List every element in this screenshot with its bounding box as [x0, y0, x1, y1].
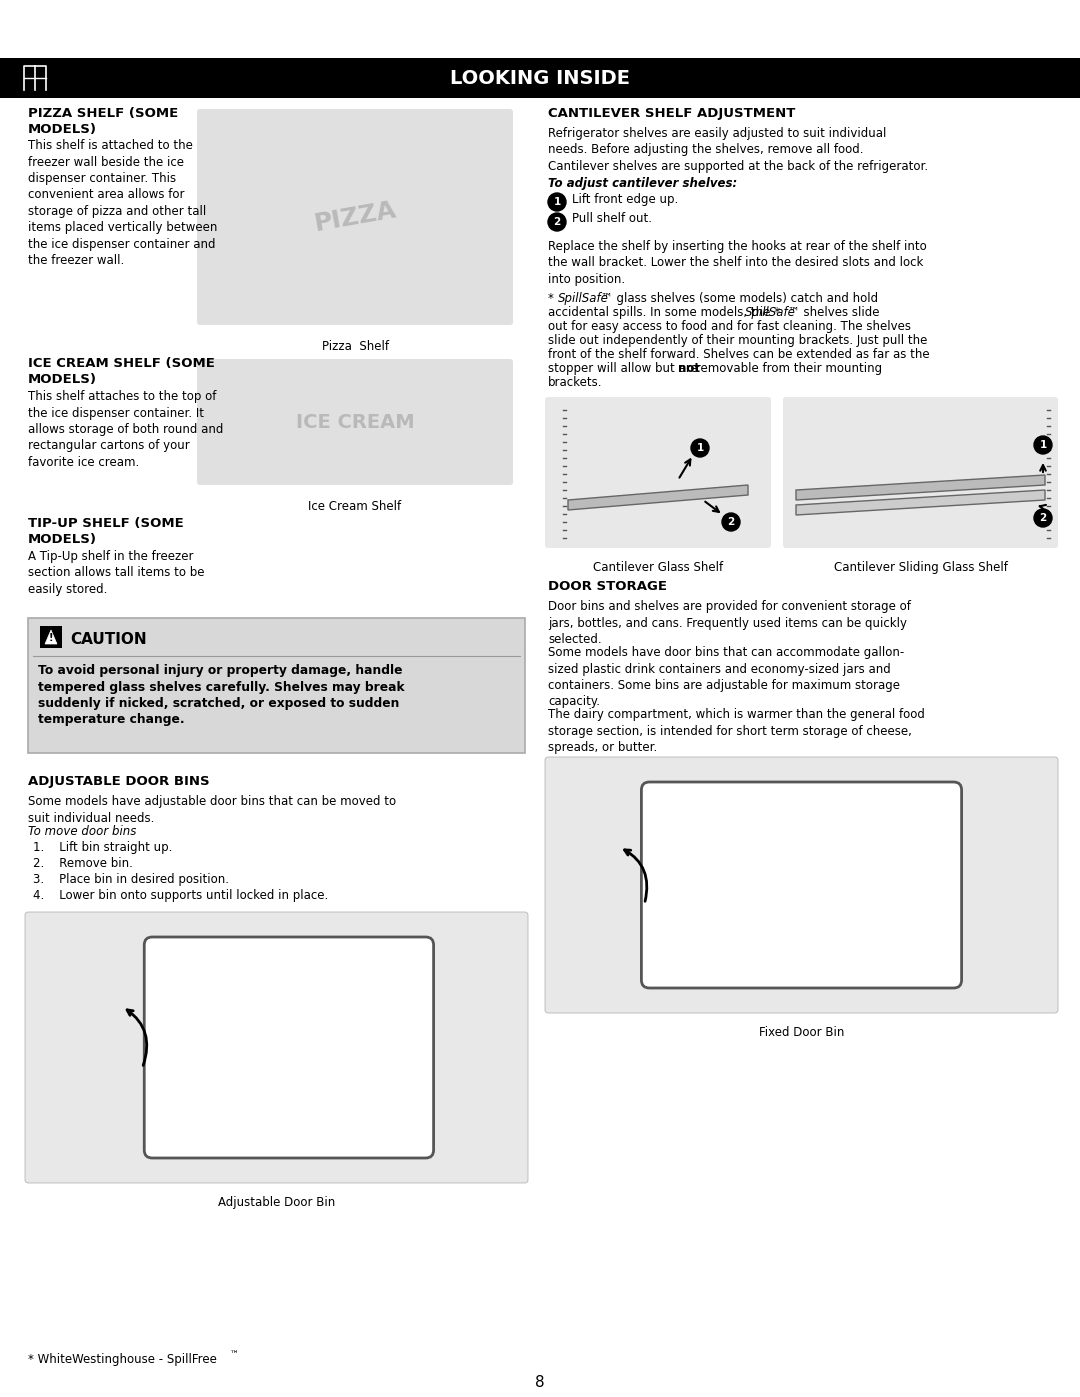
Text: !: !: [49, 633, 53, 643]
FancyBboxPatch shape: [197, 109, 513, 326]
Text: This shelf is attached to the
freezer wall beside the ice
dispenser container. T: This shelf is attached to the freezer wa…: [28, 138, 217, 267]
Text: slide out independently of their mounting brackets. Just pull the: slide out independently of their mountin…: [548, 334, 928, 346]
Text: Some models have adjustable door bins that can be moved to
suit individual needs: Some models have adjustable door bins th…: [28, 795, 396, 824]
Text: not: not: [677, 362, 700, 374]
Text: ™ shelves slide: ™ shelves slide: [788, 306, 879, 319]
Text: Lift front edge up.: Lift front edge up.: [572, 193, 678, 205]
Text: The dairy compartment, which is warmer than the general food
storage section, is: The dairy compartment, which is warmer t…: [548, 708, 924, 754]
Text: CAUTION: CAUTION: [70, 633, 147, 647]
Text: stopper will allow but are: stopper will allow but are: [548, 362, 702, 374]
Text: Pizza  Shelf: Pizza Shelf: [322, 339, 389, 353]
Circle shape: [548, 212, 566, 231]
FancyBboxPatch shape: [25, 912, 528, 1183]
Text: PIZZA SHELF (SOME
MODELS): PIZZA SHELF (SOME MODELS): [28, 108, 178, 136]
Text: Door bins and shelves are provided for convenient storage of
jars, bottles, and : Door bins and shelves are provided for c…: [548, 599, 910, 645]
Circle shape: [691, 439, 708, 457]
Text: 2: 2: [1039, 513, 1047, 522]
Text: To move door bins: To move door bins: [28, 826, 136, 838]
Text: front of the shelf forward. Shelves can be extended as far as the: front of the shelf forward. Shelves can …: [548, 348, 930, 360]
Bar: [40, 626, 62, 648]
Text: 1: 1: [697, 443, 704, 453]
Text: Cantilever Sliding Glass Shelf: Cantilever Sliding Glass Shelf: [834, 562, 1008, 574]
FancyBboxPatch shape: [28, 617, 525, 753]
Text: SpillSafe: SpillSafe: [557, 292, 608, 305]
Polygon shape: [796, 490, 1045, 515]
Text: Some models have door bins that can accommodate gallon-
sized plastic drink cont: Some models have door bins that can acco…: [548, 645, 904, 708]
Text: CANTILEVER SHELF ADJUSTMENT: CANTILEVER SHELF ADJUSTMENT: [548, 108, 795, 120]
FancyBboxPatch shape: [545, 757, 1058, 1013]
Text: PIZZA: PIZZA: [312, 198, 399, 236]
Text: Cantilever Glass Shelf: Cantilever Glass Shelf: [593, 562, 724, 574]
FancyBboxPatch shape: [545, 397, 771, 548]
Text: 1.    Lift bin straight up.: 1. Lift bin straight up.: [33, 841, 173, 854]
Text: 2: 2: [727, 517, 734, 527]
Text: A Tip-Up shelf in the freezer
section allows tall items to be
easily stored.: A Tip-Up shelf in the freezer section al…: [28, 550, 204, 597]
Text: This shelf attaches to the top of
the ice dispenser container. It
allows storage: This shelf attaches to the top of the ic…: [28, 390, 224, 469]
Text: To adjust cantilever shelves:: To adjust cantilever shelves:: [548, 177, 738, 190]
Polygon shape: [568, 485, 748, 510]
FancyBboxPatch shape: [145, 937, 433, 1158]
Text: TIP-UP SHELF (SOME
MODELS): TIP-UP SHELF (SOME MODELS): [28, 517, 184, 546]
Text: 2.    Remove bin.: 2. Remove bin.: [33, 856, 133, 870]
Text: DOOR STORAGE: DOOR STORAGE: [548, 580, 667, 592]
Text: 1: 1: [1039, 440, 1047, 450]
Text: removable from their mounting: removable from their mounting: [692, 362, 882, 374]
Text: Replace the shelf by inserting the hooks at rear of the shelf into
the wall brac: Replace the shelf by inserting the hooks…: [548, 240, 927, 286]
Text: ICE CREAM SHELF (SOME
MODELS): ICE CREAM SHELF (SOME MODELS): [28, 358, 215, 386]
Text: 1: 1: [553, 197, 561, 207]
Circle shape: [548, 193, 566, 211]
Polygon shape: [45, 630, 57, 644]
Text: ADJUSTABLE DOOR BINS: ADJUSTABLE DOOR BINS: [28, 775, 210, 788]
Text: 4.    Lower bin onto supports until locked in place.: 4. Lower bin onto supports until locked …: [33, 888, 328, 902]
Circle shape: [1034, 509, 1052, 527]
Text: Adjustable Door Bin: Adjustable Door Bin: [218, 1196, 335, 1208]
Polygon shape: [796, 475, 1045, 500]
FancyBboxPatch shape: [783, 397, 1058, 548]
Circle shape: [1034, 436, 1052, 454]
Text: 3.    Place bin in desired position.: 3. Place bin in desired position.: [33, 873, 229, 886]
Text: To avoid personal injury or property damage, handle
tempered glass shelves caref: To avoid personal injury or property dam…: [38, 664, 405, 726]
Text: SpillSafe: SpillSafe: [745, 306, 796, 319]
Text: ™: ™: [230, 1350, 239, 1359]
Text: 2: 2: [553, 217, 561, 226]
Text: Pull shelf out.: Pull shelf out.: [572, 212, 652, 225]
Text: * WhiteWestinghouse - SpillFree: * WhiteWestinghouse - SpillFree: [28, 1354, 217, 1366]
Circle shape: [723, 513, 740, 531]
Bar: [0, 59, 1080, 98]
Text: Ice Cream Shelf: Ice Cream Shelf: [309, 500, 402, 513]
Text: *: *: [548, 292, 557, 305]
Text: brackets.: brackets.: [548, 376, 603, 388]
Text: accidental spills. In some models, the *: accidental spills. In some models, the *: [548, 306, 784, 319]
Text: Fixed Door Bin: Fixed Door Bin: [759, 1025, 845, 1039]
Text: ™ glass shelves (some models) catch and hold: ™ glass shelves (some models) catch and …: [600, 292, 878, 305]
Text: 8: 8: [536, 1375, 544, 1390]
FancyBboxPatch shape: [642, 782, 961, 988]
Text: Refrigerator shelves are easily adjusted to suit individual
needs. Before adjust: Refrigerator shelves are easily adjusted…: [548, 127, 928, 173]
Text: out for easy access to food and for fast cleaning. The shelves: out for easy access to food and for fast…: [548, 320, 912, 332]
Text: LOOKING INSIDE: LOOKING INSIDE: [450, 70, 630, 88]
FancyBboxPatch shape: [197, 359, 513, 485]
Text: ICE CREAM: ICE CREAM: [296, 412, 415, 432]
